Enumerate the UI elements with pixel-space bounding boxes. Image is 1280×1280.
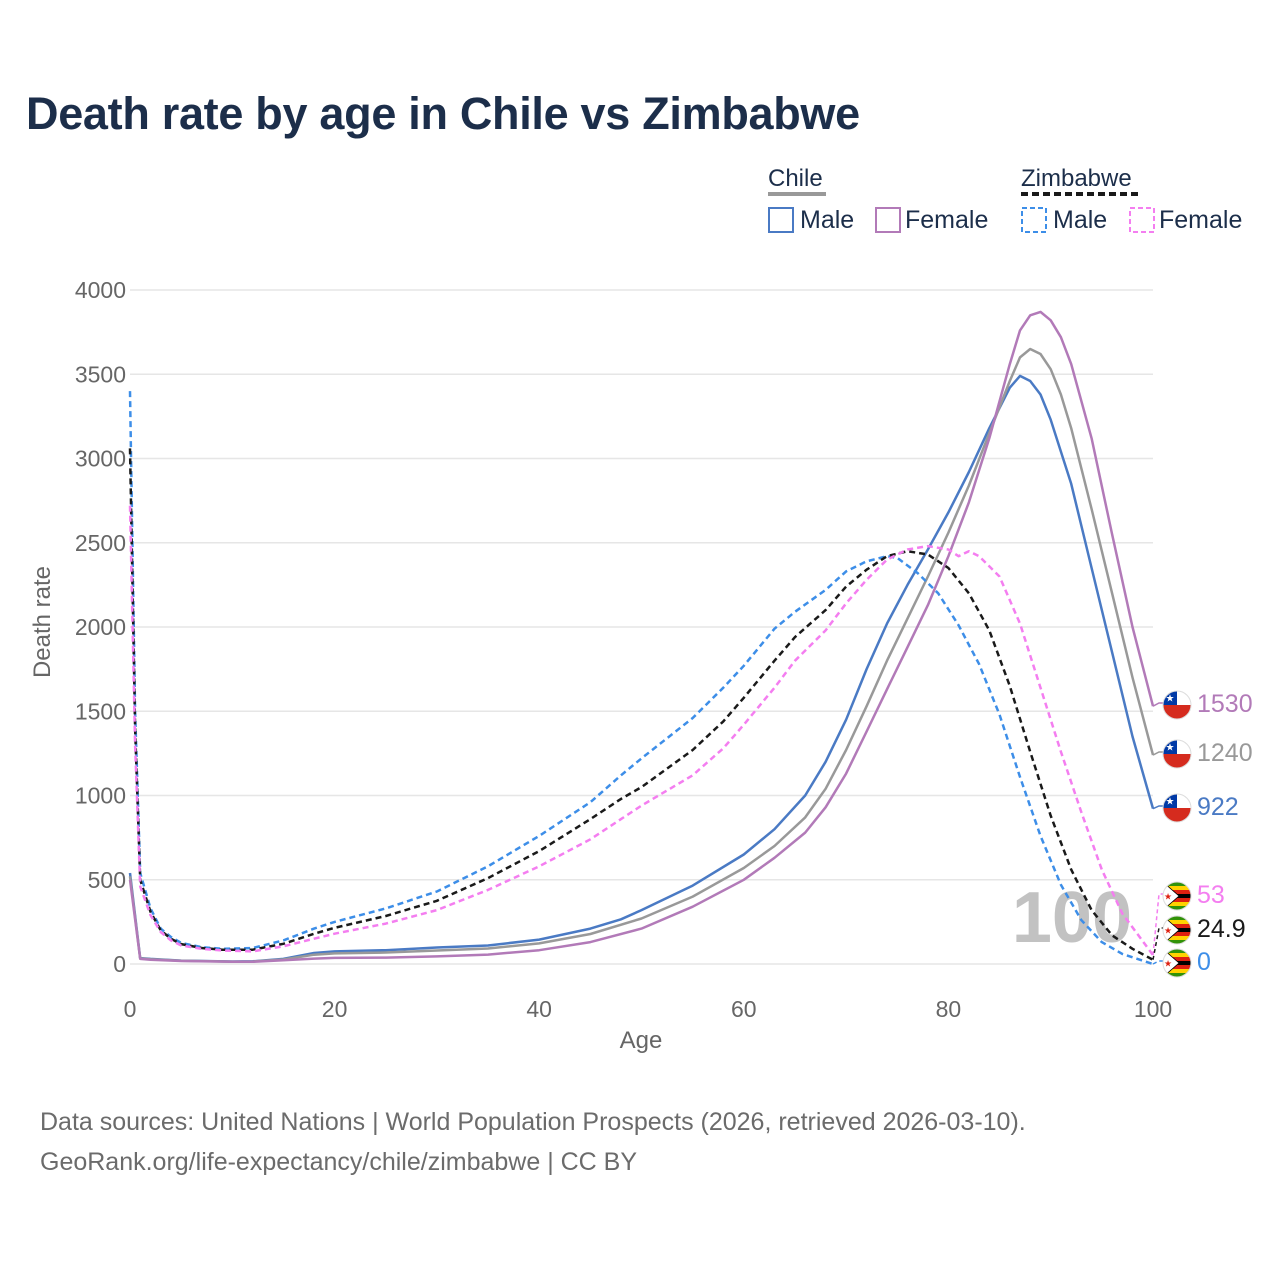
y-tick-label-0: 0 bbox=[113, 951, 126, 977]
connector-zim-male bbox=[1152, 960, 1163, 965]
y-tick-label-500: 500 bbox=[88, 867, 126, 893]
series-line-zim-female bbox=[128, 505, 1155, 956]
legend-chile-male-swatch bbox=[768, 207, 794, 233]
x-tick-label-80: 80 bbox=[936, 996, 962, 1022]
y-tick-label-2500: 2500 bbox=[75, 530, 126, 556]
x-axis: 0 20 40 60 80 100 bbox=[124, 996, 1173, 1022]
series-line-chile-male bbox=[128, 374, 1155, 963]
series-line-zim-male bbox=[128, 391, 1154, 966]
end-label-zim-female: 53 bbox=[1197, 881, 1225, 909]
legend-chile-female-swatch bbox=[875, 207, 901, 233]
x-axis-label: Age bbox=[620, 1027, 663, 1054]
series-line-zim-total bbox=[128, 448, 1154, 961]
end-label-zim-total: 24.9 bbox=[1197, 915, 1246, 943]
source-line-2: GeoRank.org/life-expectancy/chile/zimbab… bbox=[40, 1148, 638, 1176]
zimbabwe-flag-ring bbox=[1162, 881, 1192, 911]
end-label-chile-male: 922 bbox=[1197, 793, 1239, 821]
end-label-chile-total: 1240 bbox=[1197, 739, 1253, 767]
series-lines bbox=[128, 310, 1155, 966]
legend-zimbabwe-male-swatch bbox=[1021, 207, 1047, 233]
y-tick-label-3500: 3500 bbox=[75, 361, 126, 387]
legend-zimbabwe-male-label: Male bbox=[1053, 206, 1107, 234]
connector-chile-male bbox=[1152, 805, 1163, 810]
y-tick-label-1500: 1500 bbox=[75, 698, 126, 724]
x-tick-label-0: 0 bbox=[124, 996, 137, 1022]
end-label-chile-female: 1530 bbox=[1197, 690, 1253, 718]
chile-flag-ring bbox=[1162, 739, 1192, 769]
y-tick-label-3000: 3000 bbox=[75, 446, 126, 472]
legend-zimbabwe-female-swatch bbox=[1129, 207, 1155, 233]
y-tick-label-2000: 2000 bbox=[75, 614, 126, 640]
chile-flag-ring bbox=[1162, 690, 1192, 720]
chile-flag-ring bbox=[1162, 793, 1192, 823]
x-tick-label-60: 60 bbox=[731, 996, 757, 1022]
y-axis-label: Death rate bbox=[29, 566, 56, 678]
x-tick-label-20: 20 bbox=[322, 996, 348, 1022]
y-tick-label-4000: 4000 bbox=[75, 277, 126, 303]
zimbabwe-flag-ring bbox=[1162, 915, 1192, 945]
connector-chile-female bbox=[1152, 702, 1163, 707]
zimbabwe-flag-ring bbox=[1162, 948, 1192, 978]
chart-title: Death rate by age in Chile vs Zimbabwe bbox=[26, 88, 860, 139]
legend-chile-heading: Chile bbox=[768, 165, 823, 192]
x-tick-label-100: 100 bbox=[1134, 996, 1172, 1022]
end-labels: 1530 1240 922 53 24.9 0 bbox=[1162, 690, 1253, 978]
gridlines bbox=[130, 289, 1153, 965]
y-axis: 0 500 1000 1500 2000 2500 3000 3500 4000 bbox=[75, 277, 126, 977]
connector-chile-total bbox=[1152, 751, 1163, 756]
end-connectors bbox=[1152, 702, 1163, 965]
age-overlay: 100 bbox=[1012, 878, 1132, 958]
source-line-1: Data sources: United Nations | World Pop… bbox=[40, 1108, 1026, 1136]
series-line-chile-female bbox=[128, 310, 1155, 964]
y-tick-label-1000: 1000 bbox=[75, 783, 126, 809]
connector-zim-female bbox=[1152, 893, 1163, 956]
legend-zimbabwe-female-label: Female bbox=[1159, 206, 1242, 234]
legend-zimbabwe-heading: Zimbabwe bbox=[1021, 165, 1132, 192]
legend: Chile Male Female Zimbabwe Male Female bbox=[768, 165, 1242, 234]
legend-chile-female-label: Female bbox=[905, 206, 988, 234]
series-line-chile-total bbox=[128, 347, 1155, 963]
x-tick-label-40: 40 bbox=[526, 996, 552, 1022]
connector-zim-total bbox=[1152, 927, 1163, 960]
end-label-zim-male: 0 bbox=[1197, 948, 1211, 976]
legend-chile-male-label: Male bbox=[800, 206, 854, 234]
